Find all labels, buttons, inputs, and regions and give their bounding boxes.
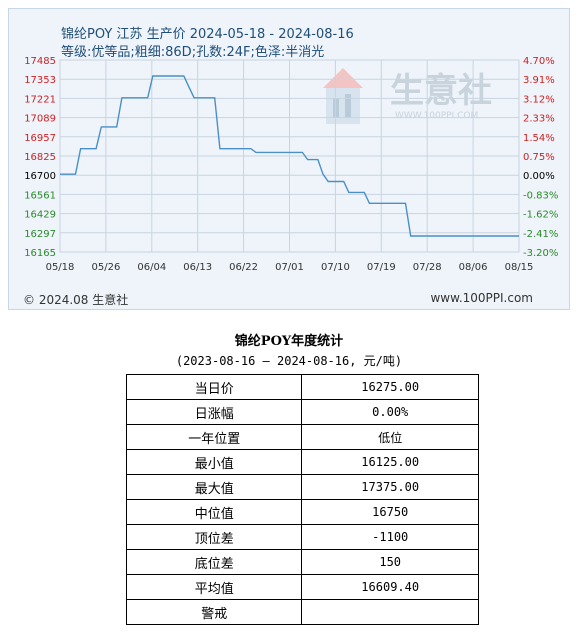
x-tick-label: 05/26: [91, 262, 120, 273]
row-label: 顶位差: [125, 524, 303, 550]
y-right-tick-label: -3.20%: [523, 248, 558, 259]
y-tick-label: 17221: [24, 94, 56, 105]
chart-title: 锦纶POY 江苏 生产价 2024-05-18 - 2024-08-16: [61, 27, 354, 42]
x-tick-label: 08/15: [505, 262, 534, 273]
row-value: 17375.00: [301, 474, 479, 500]
row-value: 16750: [301, 499, 479, 525]
table-row: 当日价 16275.00: [125, 374, 479, 400]
x-tick-label: 07/19: [367, 262, 396, 273]
y-tick-label: 17353: [24, 75, 56, 86]
table-row: 底位差 150: [125, 549, 479, 575]
y-right-tick-label: 3.12%: [523, 94, 555, 105]
x-tick-label: 06/04: [137, 262, 166, 273]
table-row: 警戒: [125, 599, 479, 625]
y-right-tick-label: 2.33%: [523, 114, 555, 125]
series-line: [60, 75, 519, 237]
row-label: 一年位置: [125, 424, 303, 450]
y-tick-label: 16429: [24, 210, 56, 221]
row-value: 0.00%: [301, 399, 479, 425]
table-row: 最小值 16125.00: [125, 449, 479, 475]
y-tick-label: 16700: [24, 171, 56, 182]
table-row: 最大值 17375.00: [125, 474, 479, 500]
row-label: 底位差: [125, 549, 303, 575]
stats-table: 当日价 16275.00 日涨幅 0.00% 一年位置 低位 最小值 16125.00 …: [125, 374, 479, 625]
y-tick-label: 17089: [24, 114, 56, 125]
row-value: [301, 599, 479, 625]
x-axis: 05/18 05/26 06/04 06/13 06/22 07/01 07/10 07/19…: [46, 262, 534, 273]
y-right-tick-label: -2.41%: [523, 229, 558, 240]
row-label: 当日价: [125, 374, 303, 400]
row-label: 日涨幅: [125, 399, 303, 425]
table-row: 中位值 16750: [125, 499, 479, 525]
row-value: 16125.00: [301, 449, 479, 475]
series-lines: [60, 75, 519, 237]
x-tick-label: 07/01: [275, 262, 304, 273]
row-value: -1100: [301, 524, 479, 550]
watermark-url: WWW.100PPI.COM: [395, 111, 478, 121]
table-row: 平均值 16609.40: [125, 574, 479, 600]
y-axis-right: 4.70% 3.91% 3.12% 2.33% 1.54% 0.75% 0.00% -0.83…: [523, 56, 558, 259]
price-chart: 生意社 WWW.100PPI.COM 174851735317221170891…: [24, 56, 558, 273]
row-value: 150: [301, 549, 479, 575]
y-right-tick-label: 4.70%: [523, 56, 555, 67]
row-value: 16609.40: [301, 574, 479, 600]
x-tick-label: 05/18: [46, 262, 75, 273]
row-label: 最小值: [125, 449, 303, 475]
table-row: 日涨幅 0.00%: [125, 399, 479, 425]
x-tick-label: 08/06: [459, 262, 488, 273]
row-label: 警戒: [125, 599, 303, 625]
y-tick-label: 17485: [24, 56, 56, 67]
y-tick-label: 16561: [24, 190, 56, 201]
y-right-tick-label: -0.83%: [523, 190, 558, 201]
y-right-tick-label: 0.75%: [523, 152, 555, 163]
table-row: 顶位差 -1100: [125, 524, 479, 550]
copyright-text: © 2024.08 生意社: [23, 293, 129, 307]
row-value: 16275.00: [301, 374, 479, 400]
row-label: 中位值: [125, 499, 303, 525]
y-right-tick-label: 1.54%: [523, 133, 555, 144]
row-label: 最大值: [125, 474, 303, 500]
chart-grid: [59, 59, 520, 253]
y-tick-label: 16825: [24, 152, 56, 163]
x-tick-label: 06/13: [183, 262, 212, 273]
y-tick-label: 16297: [24, 229, 56, 240]
row-label: 平均值: [125, 574, 303, 600]
table-row: 一年位置 低位: [125, 424, 479, 450]
x-tick-label: 07/28: [413, 262, 442, 273]
y-right-tick-label: 0.00%: [523, 171, 555, 182]
stats-title: 锦纶POY年度统计: [234, 334, 344, 349]
watermark-bar: [333, 98, 339, 118]
watermark-bar: [345, 94, 351, 118]
y-axis-left: 17485 17353 17221 17089 16957 16825 16700 16561…: [24, 56, 56, 259]
chart-subtitle: 等级:优等品;粗细:86D;孔数:24F;色泽:半消光: [61, 45, 325, 60]
stats-period: (2023-08-16 — 2024-08-16, 元/吨): [175, 354, 403, 368]
watermark-text: 生意社: [390, 71, 492, 111]
x-tick-label: 07/10: [321, 262, 350, 273]
y-right-tick-label: 3.91%: [523, 75, 555, 86]
watermark-roof: [323, 68, 363, 88]
row-value: 低位: [301, 424, 479, 450]
y-tick-label: 16165: [24, 248, 56, 259]
x-tick-label: 06/22: [229, 262, 258, 273]
y-right-tick-label: -1.62%: [523, 210, 558, 221]
site-url-text: www.100PPI.com: [430, 291, 533, 305]
y-tick-label: 16957: [24, 133, 56, 144]
